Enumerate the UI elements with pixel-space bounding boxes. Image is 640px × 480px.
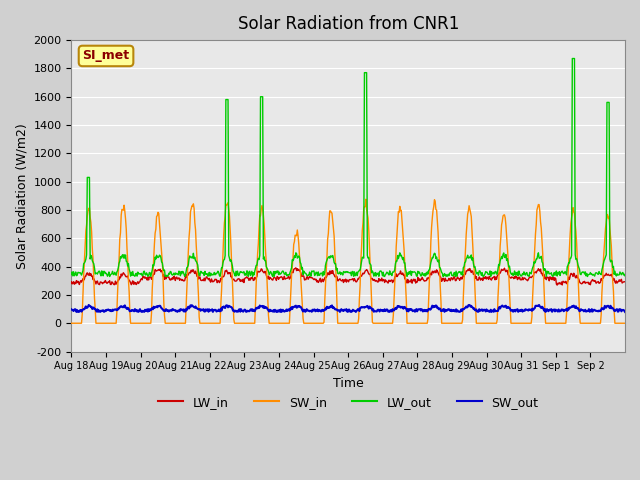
Legend: LW_in, SW_in, LW_out, SW_out: LW_in, SW_in, LW_out, SW_out — [153, 391, 543, 414]
Title: Solar Radiation from CNR1: Solar Radiation from CNR1 — [237, 15, 459, 33]
X-axis label: Time: Time — [333, 377, 364, 390]
Y-axis label: Solar Radiation (W/m2): Solar Radiation (W/m2) — [15, 123, 28, 269]
Text: SI_met: SI_met — [83, 49, 129, 62]
